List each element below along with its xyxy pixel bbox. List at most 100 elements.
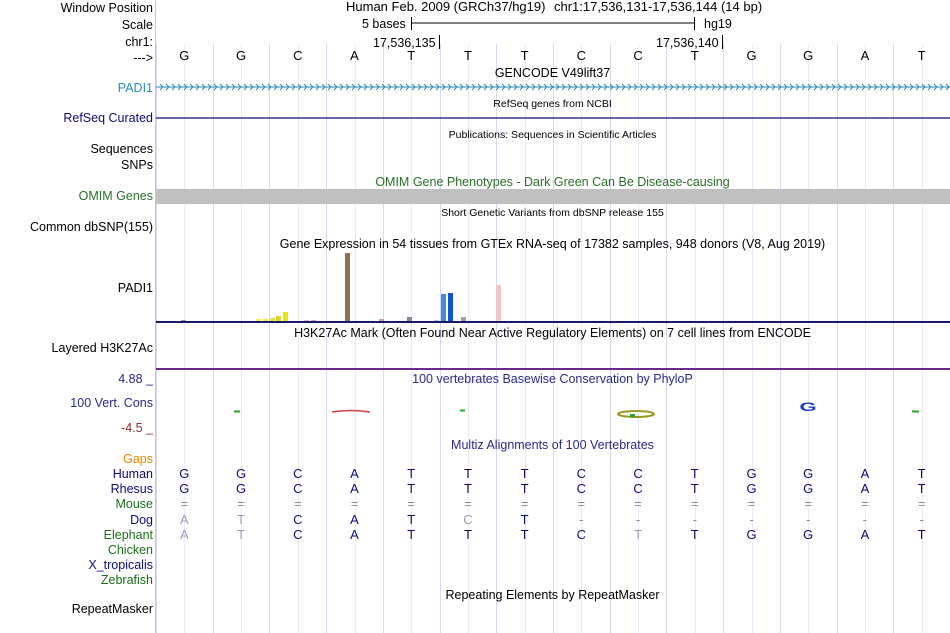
strand-chevron: [537, 83, 542, 91]
multiz-aligned-base: T: [520, 481, 529, 497]
strand-chevron: [819, 83, 824, 91]
label-divider: [155, 0, 156, 633]
gtex-tissue-bar[interactable]: [276, 316, 282, 322]
multiz-aligned-base: A: [350, 466, 359, 481]
multiz-species-label[interactable]: Mouse: [115, 497, 153, 512]
multiz-aligned-base: T: [407, 481, 416, 497]
multiz-gaps-label[interactable]: Gaps: [123, 452, 153, 466]
multiz-aligned-base: C: [293, 481, 303, 497]
strand-chevron: [591, 83, 596, 91]
omim-track-label[interactable]: OMIM Genes: [78, 189, 153, 203]
h3k27ac-track-label[interactable]: Layered H3K27Ac: [51, 341, 153, 355]
strand-chevron: [333, 83, 338, 91]
strand-chevron: [477, 83, 482, 91]
strand-chevron: [363, 83, 368, 91]
strand-chevron: [621, 83, 626, 91]
multiz-aligned-base: =: [180, 496, 189, 512]
multiz-aligned-base: C: [633, 466, 643, 481]
multiz-species-label[interactable]: Chicken: [107, 543, 153, 557]
refseq-track-label[interactable]: RefSeq Curated: [63, 111, 153, 125]
strand-chevron: [729, 83, 734, 91]
gencode-gene-label[interactable]: PADI1: [117, 81, 153, 95]
window-position-label: Window Position: [60, 1, 153, 15]
gtex-tissue-bar[interactable]: [344, 253, 350, 322]
strand-chevron: [375, 83, 380, 91]
omim-feature-bar[interactable]: [156, 189, 950, 204]
strand-chevron: [579, 83, 584, 91]
gtex-tissue-bar[interactable]: [440, 294, 446, 322]
multiz-species-label[interactable]: Rhesus: [110, 482, 153, 497]
multiz-aligned-base: G: [803, 481, 814, 497]
strand-chevron: [723, 83, 728, 91]
gtex-expression-chart[interactable]: [156, 252, 950, 322]
gencode-gene-feature[interactable]: [156, 80, 950, 94]
strand-chevron: [609, 83, 614, 91]
phylop-track-label[interactable]: 100 Vert. Cons: [70, 396, 153, 410]
strand-chevron: [501, 83, 506, 91]
strand-chevron: [585, 83, 590, 91]
strand-chevron: [885, 83, 890, 91]
gtex-tissue-bar[interactable]: [269, 318, 275, 322]
multiz-aligned-base: =: [293, 496, 302, 512]
pubs-track-label-snps[interactable]: SNPs: [121, 158, 153, 172]
reference-base: A: [860, 48, 870, 63]
phylop-logo-g: G: [799, 399, 817, 414]
strand-chevron: [945, 83, 950, 91]
strand-chevron: [867, 83, 872, 91]
multiz-species-label[interactable]: Dog: [130, 512, 153, 527]
multiz-aligned-base: =: [350, 496, 359, 512]
multiz-aligned-base: C: [576, 466, 587, 481]
strand-chevron: [261, 83, 266, 91]
pubs-track-label-sequences[interactable]: Sequences: [90, 142, 153, 156]
strand-chevron: [345, 83, 350, 91]
strand-chevron: [687, 83, 692, 91]
gtex-tissue-bar[interactable]: [495, 285, 501, 322]
gtex-tissue-bar[interactable]: [461, 317, 467, 322]
multiz-species-label[interactable]: X_tropicalis: [88, 558, 153, 573]
multiz-aligned-base: A: [180, 511, 189, 527]
strand-chevron: [309, 83, 314, 91]
multiz-species-label[interactable]: Elephant: [103, 527, 153, 542]
gtex-tissue-bar[interactable]: [255, 319, 261, 322]
multiz-aligned-base: G: [746, 481, 757, 497]
multiz-aligned-base: T: [917, 466, 926, 481]
gtex-tissue-bar[interactable]: [447, 293, 453, 322]
multiz-species-label[interactable]: Zebrafish: [100, 573, 153, 588]
strand-chevron: [627, 83, 632, 91]
strand-chevron: [465, 83, 470, 91]
h3k27ac-signal-line: [156, 368, 950, 370]
strand-chevron: [303, 83, 308, 91]
strand-chevron: [741, 83, 746, 91]
strand-chevron: [675, 83, 680, 91]
gtex-track-label[interactable]: PADI1: [117, 281, 153, 295]
multiz-aligned-base: =: [237, 496, 245, 512]
multiz-aligned-base: T: [917, 481, 926, 497]
reference-base: T: [520, 48, 529, 63]
multiz-aligned-base: T: [463, 481, 472, 497]
strand-chevron: [171, 83, 176, 91]
multiz-species-label[interactable]: Human: [112, 467, 153, 481]
phylop-min-label: -4.5 _: [121, 421, 153, 435]
multiz-aligned-base: T: [690, 466, 699, 481]
refseq-gene-feature[interactable]: [156, 112, 950, 124]
gtex-tissue-bar[interactable]: [379, 319, 385, 322]
multiz-aligned-base: G: [746, 466, 757, 481]
strand-chevron: [195, 83, 200, 91]
multiz-aligned-base: T: [690, 526, 699, 542]
strand-chevron: [681, 83, 686, 91]
strand-chevron: [327, 83, 332, 91]
strand-chevron: [705, 83, 710, 91]
gtex-tissue-bar[interactable]: [283, 312, 289, 322]
gtex-tissue-bar[interactable]: [406, 317, 412, 322]
phylop-signal[interactable]: [156, 396, 950, 424]
multiz-aligned-base: G: [236, 466, 247, 481]
multiz-aligned-base: C: [576, 481, 587, 497]
repeatmasker-track-label[interactable]: RepeatMasker: [71, 602, 153, 616]
reference-base: T: [917, 48, 926, 63]
dbsnp-track-label[interactable]: Common dbSNP(155): [30, 220, 153, 234]
strand-chevron: [225, 83, 230, 91]
strand-chevron: [657, 83, 662, 91]
gtex-tissue-bar[interactable]: [262, 319, 268, 322]
strand-chevron: [849, 83, 854, 91]
